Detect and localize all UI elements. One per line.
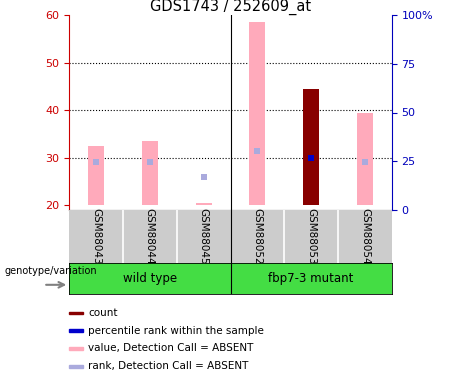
- Bar: [142, 141, 158, 205]
- Bar: [303, 89, 319, 205]
- Text: wild type: wild type: [123, 272, 177, 285]
- Text: fbp7-3 mutant: fbp7-3 mutant: [268, 272, 354, 285]
- Bar: [88, 146, 104, 205]
- Text: GSM88043: GSM88043: [91, 208, 101, 265]
- Bar: [69, 365, 83, 368]
- Text: percentile rank within the sample: percentile rank within the sample: [88, 326, 264, 336]
- Text: GSM88053: GSM88053: [306, 208, 316, 265]
- Title: GDS1743 / 252609_at: GDS1743 / 252609_at: [150, 0, 311, 15]
- Bar: [69, 329, 83, 332]
- Text: rank, Detection Call = ABSENT: rank, Detection Call = ABSENT: [88, 361, 248, 371]
- Text: GSM88054: GSM88054: [360, 208, 370, 265]
- Text: genotype/variation: genotype/variation: [5, 266, 97, 276]
- Bar: [69, 312, 83, 314]
- Bar: [249, 22, 266, 205]
- Text: GSM88045: GSM88045: [199, 208, 209, 265]
- Text: GSM88052: GSM88052: [252, 208, 262, 265]
- Text: value, Detection Call = ABSENT: value, Detection Call = ABSENT: [88, 344, 254, 354]
- Bar: [195, 203, 212, 205]
- Text: count: count: [88, 308, 118, 318]
- Bar: [69, 347, 83, 350]
- Text: GSM88044: GSM88044: [145, 208, 155, 265]
- Bar: [357, 112, 373, 205]
